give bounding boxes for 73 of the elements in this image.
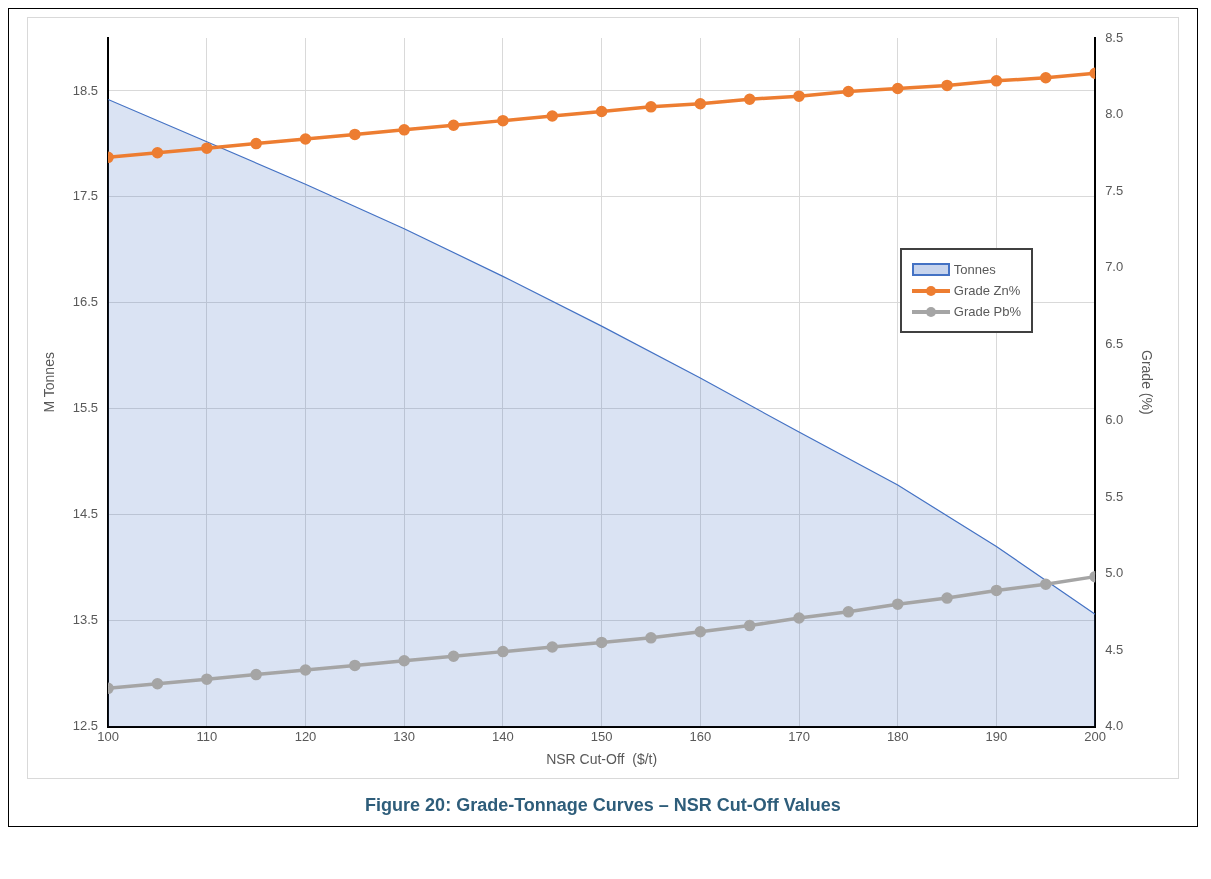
x-tick-label: 180 — [886, 728, 909, 744]
y2-tick-label: 8.0 — [1105, 106, 1124, 122]
y-axis-title: M Tonnes — [41, 352, 58, 413]
point — [891, 598, 904, 610]
point — [941, 592, 953, 604]
point — [990, 584, 1003, 597]
point — [151, 678, 164, 690]
y2-tick-label: 8.5 — [1105, 29, 1124, 45]
y2-tick-label: 7.5 — [1105, 182, 1124, 198]
x-tick-label: 160 — [689, 728, 712, 744]
x-tick-label: 200 — [1084, 728, 1106, 744]
point — [793, 612, 805, 624]
legend-label: Tonnes — [953, 262, 996, 277]
point — [546, 641, 559, 653]
point — [250, 668, 262, 681]
y2-tick-label: 6.5 — [1105, 335, 1124, 351]
x-tick-label: 120 — [294, 728, 317, 744]
point — [447, 650, 460, 662]
point — [842, 85, 855, 98]
point — [645, 632, 657, 644]
y-tick-label: 16.5 — [72, 294, 99, 310]
legend-label: Grade Zn% — [953, 283, 1021, 298]
x-tick-label: 110 — [196, 728, 218, 744]
point — [497, 114, 509, 127]
y-tick-label: 18.5 — [72, 82, 99, 98]
point — [299, 133, 312, 145]
point — [497, 645, 509, 658]
x-axis-title: NSR Cut-Off ($/t) — [546, 751, 658, 768]
x-tick-label: 170 — [788, 728, 810, 744]
point — [941, 79, 953, 92]
point — [694, 625, 707, 638]
point — [595, 636, 608, 649]
point — [891, 82, 904, 95]
legend-label: Grade Pb% — [953, 304, 1021, 319]
point — [1040, 72, 1052, 84]
point — [645, 101, 657, 113]
point — [151, 147, 164, 159]
y-tick-label: 13.5 — [72, 612, 99, 628]
y-tick-label: 14.5 — [72, 506, 99, 522]
point — [447, 119, 460, 131]
point — [398, 655, 410, 667]
x-tick-label: 140 — [492, 728, 514, 744]
y-tick-label: 15.5 — [72, 400, 99, 416]
point — [546, 110, 559, 122]
y2-axis-title: Grade (%) — [1138, 350, 1155, 415]
y2-tick-label: 4.5 — [1105, 641, 1124, 657]
point — [694, 98, 707, 110]
y2-tick-label: 7.0 — [1105, 259, 1124, 275]
point — [990, 75, 1003, 87]
point — [398, 124, 410, 136]
x-tick-label: 190 — [985, 728, 1008, 744]
y2-tick-label: 6.0 — [1105, 412, 1124, 428]
point — [842, 606, 855, 618]
point — [250, 137, 262, 150]
point — [349, 659, 361, 672]
x-tick-label: 130 — [393, 728, 416, 744]
point — [349, 128, 361, 141]
text: Figure 20: Grade-Tonnage Curves – NSR Cut-Off Values — [364, 795, 842, 816]
point — [743, 619, 756, 632]
point — [743, 93, 756, 105]
y2-tick-label: 5.5 — [1105, 488, 1124, 504]
y-tick-label: 17.5 — [72, 188, 99, 204]
x-tick-label: 150 — [590, 728, 613, 744]
x-tick-label: 100 — [97, 728, 119, 744]
y2-tick-label: 5.0 — [1105, 565, 1124, 581]
point — [201, 673, 213, 685]
y-tick-label: 12.5 — [72, 718, 99, 734]
point — [595, 105, 608, 118]
point — [1040, 578, 1052, 591]
point — [299, 664, 312, 676]
y2-tick-label: 4.0 — [1105, 718, 1124, 734]
point — [201, 142, 213, 154]
point — [793, 90, 805, 102]
